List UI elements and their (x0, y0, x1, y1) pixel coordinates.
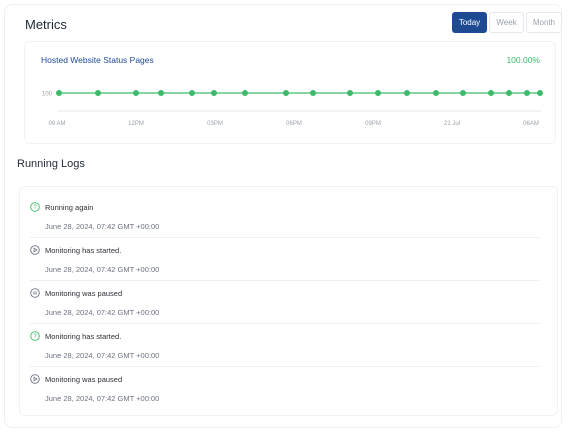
range-today-button[interactable]: Today (452, 12, 487, 33)
running-logs-card (19, 186, 558, 416)
log-item: Monitoring has started. June 28, 2024, 07… (30, 245, 540, 274)
chart-title: Hosted Website Status Pages (41, 55, 154, 65)
log-item: ? Monitoring has started. June 28, 2024, 0… (30, 331, 540, 360)
uptime-percentage: 100.00% (506, 55, 540, 65)
log-item-header: ? Running again (30, 202, 540, 212)
log-item-header: Monitoring has started. (30, 245, 540, 255)
log-item: ? Running again June 28, 2024, 07:42 GMT +… (30, 202, 540, 231)
log-item-header: Monitoring was paused (30, 288, 540, 298)
y-tick-label: 100 (42, 92, 53, 98)
log-item-header: ? Monitoring has started. (30, 331, 540, 341)
pause-circle-icon (30, 288, 40, 298)
data-point[interactable] (460, 90, 466, 96)
log-message: Monitoring was paused (45, 288, 123, 298)
data-point[interactable] (158, 90, 164, 96)
svg-text:?: ? (33, 205, 37, 211)
data-point[interactable] (375, 90, 381, 96)
play-circle-icon (30, 245, 40, 255)
x-tick-label: 03PM (207, 121, 223, 127)
data-point[interactable] (95, 90, 101, 96)
data-point[interactable] (524, 90, 530, 96)
x-tick-label: 12PM (128, 121, 144, 127)
log-item: Monitoring was paused June 28, 2024, 07:4… (30, 374, 540, 403)
log-item-header: Monitoring was paused (30, 374, 540, 384)
data-point[interactable] (56, 90, 62, 96)
question-circle-icon: ? (30, 331, 40, 341)
data-point[interactable] (310, 90, 316, 96)
data-point[interactable] (242, 90, 248, 96)
x-tick-label: 06AM (523, 121, 539, 127)
log-timestamp: June 28, 2024, 07:42 GMT +00:00 (45, 351, 160, 360)
running-logs-title: Running Logs (17, 158, 85, 170)
play-circle-icon (30, 374, 40, 384)
x-tick-label: 09PM (365, 121, 381, 127)
data-point[interactable] (488, 90, 494, 96)
log-timestamp: June 28, 2024, 07:42 GMT +00:00 (45, 222, 160, 231)
question-circle-icon: ? (30, 202, 40, 212)
log-divider (30, 280, 540, 281)
data-point[interactable] (133, 90, 139, 96)
range-month-button[interactable]: Month (526, 12, 562, 33)
log-timestamp: June 28, 2024, 07:42 GMT +00:00 (45, 394, 160, 403)
log-message: Monitoring was paused (45, 374, 123, 384)
log-message: Monitoring has started. (45, 245, 122, 255)
x-tick-label: 09 AM (48, 121, 65, 127)
x-tick-label: 06PM (286, 121, 302, 127)
data-point[interactable] (404, 90, 410, 96)
range-week-button[interactable]: Week (489, 12, 524, 33)
data-point[interactable] (347, 90, 353, 96)
log-item: Monitoring was paused June 28, 2024, 07:4… (30, 288, 540, 317)
data-point[interactable] (433, 90, 439, 96)
log-divider (30, 237, 540, 238)
data-point[interactable] (537, 90, 543, 96)
log-timestamp: June 28, 2024, 07:42 GMT +00:00 (45, 308, 160, 317)
log-divider (30, 366, 540, 367)
metrics-panel (4, 4, 562, 428)
x-tick-label: 21 Jul (444, 121, 460, 127)
data-point[interactable] (211, 90, 217, 96)
log-divider (30, 323, 540, 324)
data-point[interactable] (189, 90, 195, 96)
log-message: Monitoring has started. (45, 331, 122, 341)
log-timestamp: June 28, 2024, 07:42 GMT +00:00 (45, 265, 160, 274)
data-point[interactable] (283, 90, 289, 96)
log-message: Running again (45, 202, 94, 212)
chart-card (24, 41, 556, 144)
svg-text:?: ? (33, 334, 37, 340)
page-title: Metrics (25, 17, 67, 32)
data-point[interactable] (506, 90, 512, 96)
